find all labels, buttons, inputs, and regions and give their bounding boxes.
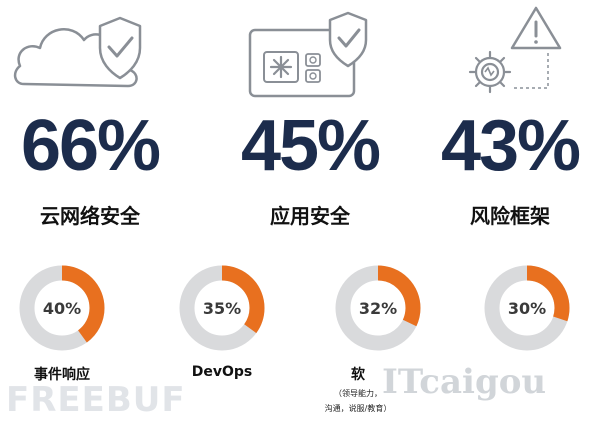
stat-label-risk: 风险框架 (470, 204, 550, 228)
donut-label-devops: DevOps (191, 364, 253, 380)
donut-arc (484, 265, 570, 351)
stat-label-cloud: 云网络安全 (40, 204, 140, 228)
cloud-shield-icon (13, 16, 142, 88)
donut-arc (19, 265, 105, 351)
donut-sublabel-soft-line1: （领导能力， (334, 389, 382, 398)
watermark-freebuf: FREEBUF (6, 380, 186, 420)
donut-percent-label: 32% (359, 299, 397, 318)
stat-label-app: 应用安全 (270, 204, 350, 228)
donut-percent-label: 35% (203, 299, 241, 318)
donut-label-incident-response: 事件响应 (34, 367, 90, 383)
donut-arc (179, 265, 265, 351)
stat-value-cloud: 66% (20, 106, 161, 186)
donut-sublabel-soft-line2: 沟通，说服/教育） (324, 404, 392, 413)
watermark-itcaigou: ITcaigou (382, 362, 547, 402)
stat-value-risk: 43% (440, 106, 581, 186)
gear-warning-icon (468, 6, 562, 94)
donut-percent-label: 30% (508, 299, 546, 318)
donut-arc (335, 265, 421, 351)
donut-label-soft: 软 (351, 367, 365, 383)
app-window-shield-icon (248, 11, 368, 98)
stat-value-app: 45% (240, 106, 381, 186)
donut-percent-label: 40% (43, 299, 81, 318)
